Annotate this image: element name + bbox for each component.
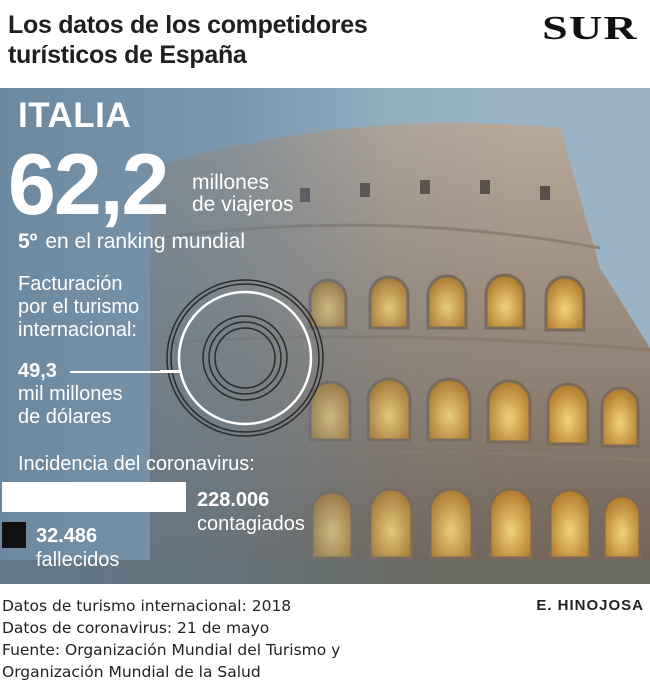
infected-block: 228.006 contagiados [197, 488, 305, 536]
coronavirus-heading: Incidencia del coronavirus: [18, 453, 255, 475]
ranking-text: 5º en el ranking mundial [18, 230, 245, 254]
revenue-label-line-1: Facturación [18, 273, 123, 295]
revenue-connector-line [70, 371, 182, 373]
travelers-unit-line-1: millones [192, 171, 270, 194]
footer-line-1: Datos de turismo internacional: 2018 [2, 597, 292, 615]
ranking-label: en el ranking mundial [45, 230, 245, 253]
revenue-unit-line-2: de dólares [18, 406, 112, 428]
revenue-label-line-3: internacional: [18, 319, 137, 341]
travelers-value: 62,2 [8, 137, 169, 233]
deaths-value: 32.486 [36, 525, 98, 547]
footer-line-4: Organización Mundial de la Salud [2, 663, 261, 681]
country-name: ITALIA [18, 96, 132, 135]
infected-label: contagiados [197, 513, 305, 535]
revenue-label: Facturación por el turismo internacional… [18, 273, 139, 342]
infographic-panel: ITALIA 62,2 millones de viajeros 5º en el… [0, 88, 650, 584]
revenue-value: 49,3 [18, 360, 57, 382]
header: Los datos de los competidores turísticos… [0, 0, 650, 88]
footer-line-2: Datos de coronavirus: 21 de mayo [2, 619, 270, 637]
deaths-block: 32.486 fallecidos [36, 524, 119, 572]
footer-line-3: Fuente: Organización Mundial del Turismo… [2, 641, 341, 659]
revenue-unit-line-1: mil millones [18, 383, 123, 405]
revenue-circles-icon [160, 279, 324, 437]
infected-value: 228.006 [197, 489, 270, 511]
revenue-label-line-2: por el turismo [18, 296, 140, 318]
travelers-unit-line-2: de viajeros [192, 193, 294, 216]
infected-bar [2, 482, 186, 512]
page-title: Los datos de los competidores turísticos… [8, 10, 428, 70]
sur-logo: SUR [542, 10, 638, 47]
footer: Datos de turismo internacional: 2018 Dat… [0, 588, 650, 700]
title-line-2: turísticos de España [8, 41, 247, 69]
author-credit: E. HINOJOSA [536, 597, 644, 614]
ranking-position: 5º [18, 230, 38, 253]
deaths-label: fallecidos [36, 549, 120, 571]
revenue-value-block: 49,3 mil millones de dólares [18, 360, 122, 429]
title-line-1: Los datos de los competidores [8, 11, 368, 39]
travelers-unit: millones de viajeros [192, 172, 294, 216]
deaths-bar [2, 522, 26, 548]
